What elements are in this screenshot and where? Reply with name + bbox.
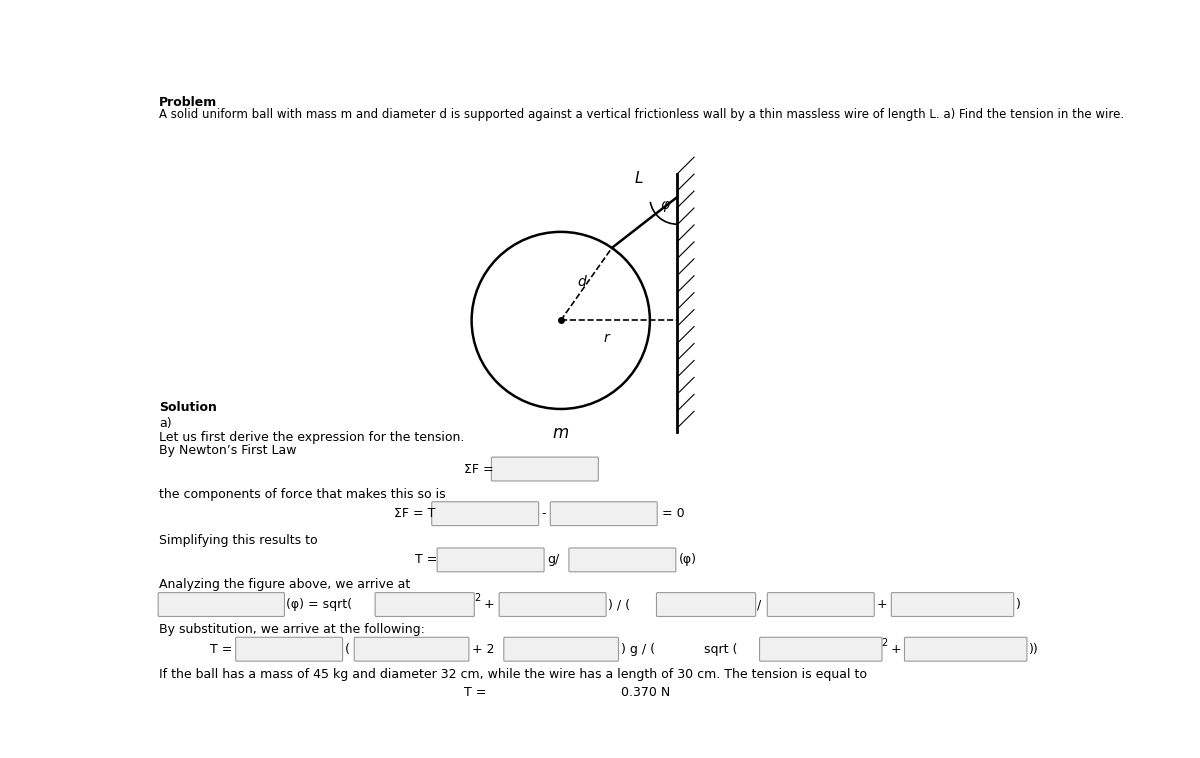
Text: By Newton’s First Law: By Newton’s First Law: [160, 444, 296, 457]
Text: + 2: + 2: [472, 643, 494, 656]
FancyBboxPatch shape: [499, 593, 606, 616]
FancyBboxPatch shape: [432, 502, 539, 525]
FancyBboxPatch shape: [376, 593, 474, 616]
FancyBboxPatch shape: [551, 502, 658, 525]
Text: sqrt (: sqrt (: [704, 643, 738, 656]
Text: T =: T =: [415, 553, 438, 566]
Text: T =: T =: [464, 686, 486, 699]
Text: (φ) = sqrt(: (φ) = sqrt(: [287, 598, 353, 611]
Text: Solution: Solution: [160, 401, 217, 415]
Text: ΣF = T: ΣF = T: [394, 507, 436, 520]
Text: the components of force that makes this so is: the components of force that makes this …: [160, 487, 446, 500]
Text: Simplifying this results to: Simplifying this results to: [160, 534, 318, 547]
Text: Analyzing the figure above, we arrive at: Analyzing the figure above, we arrive at: [160, 578, 410, 591]
Text: r: r: [604, 331, 610, 345]
Text: +: +: [876, 598, 887, 611]
Text: 0.370 N: 0.370 N: [622, 686, 671, 699]
Text: If the ball has a mass of 45 kg and diameter 32 cm, while the wire has a length : If the ball has a mass of 45 kg and diam…: [160, 668, 868, 681]
FancyBboxPatch shape: [504, 637, 618, 661]
Text: a): a): [160, 417, 172, 430]
Text: 2: 2: [882, 638, 888, 648]
FancyBboxPatch shape: [158, 593, 284, 616]
Text: A solid uniform ball with mass m and diameter d is supported against a vertical : A solid uniform ball with mass m and dia…: [160, 108, 1124, 121]
FancyBboxPatch shape: [767, 593, 875, 616]
Text: /: /: [757, 598, 761, 611]
Text: φ: φ: [660, 198, 670, 211]
Text: 2: 2: [475, 594, 481, 603]
Text: By substitution, we arrive at the following:: By substitution, we arrive at the follow…: [160, 623, 425, 636]
FancyBboxPatch shape: [488, 681, 618, 704]
FancyBboxPatch shape: [892, 593, 1014, 616]
Text: ) / (: ) / (: [608, 598, 630, 611]
Text: +: +: [484, 598, 494, 611]
Text: = 0: = 0: [661, 507, 684, 520]
Text: g/: g/: [547, 553, 559, 566]
Text: -: -: [541, 507, 546, 520]
Text: ): ): [1015, 598, 1020, 611]
Text: ΣF =: ΣF =: [464, 462, 493, 475]
Text: L: L: [635, 171, 643, 186]
FancyBboxPatch shape: [656, 593, 756, 616]
Text: Problem: Problem: [160, 96, 217, 108]
FancyBboxPatch shape: [437, 548, 544, 572]
FancyBboxPatch shape: [905, 637, 1027, 661]
Text: )): )): [1028, 643, 1038, 656]
Text: m: m: [553, 424, 569, 442]
FancyBboxPatch shape: [354, 637, 469, 661]
Text: Let us first derive the expression for the tension.: Let us first derive the expression for t…: [160, 431, 464, 443]
Text: T =: T =: [210, 643, 233, 656]
FancyBboxPatch shape: [760, 637, 882, 661]
Text: (φ): (φ): [678, 553, 696, 566]
FancyBboxPatch shape: [235, 637, 342, 661]
FancyBboxPatch shape: [491, 457, 599, 481]
FancyBboxPatch shape: [569, 548, 676, 572]
Text: +: +: [890, 643, 901, 656]
Text: ) g / (: ) g / (: [622, 643, 655, 656]
Text: d: d: [578, 274, 587, 289]
Text: (: (: [344, 643, 349, 656]
